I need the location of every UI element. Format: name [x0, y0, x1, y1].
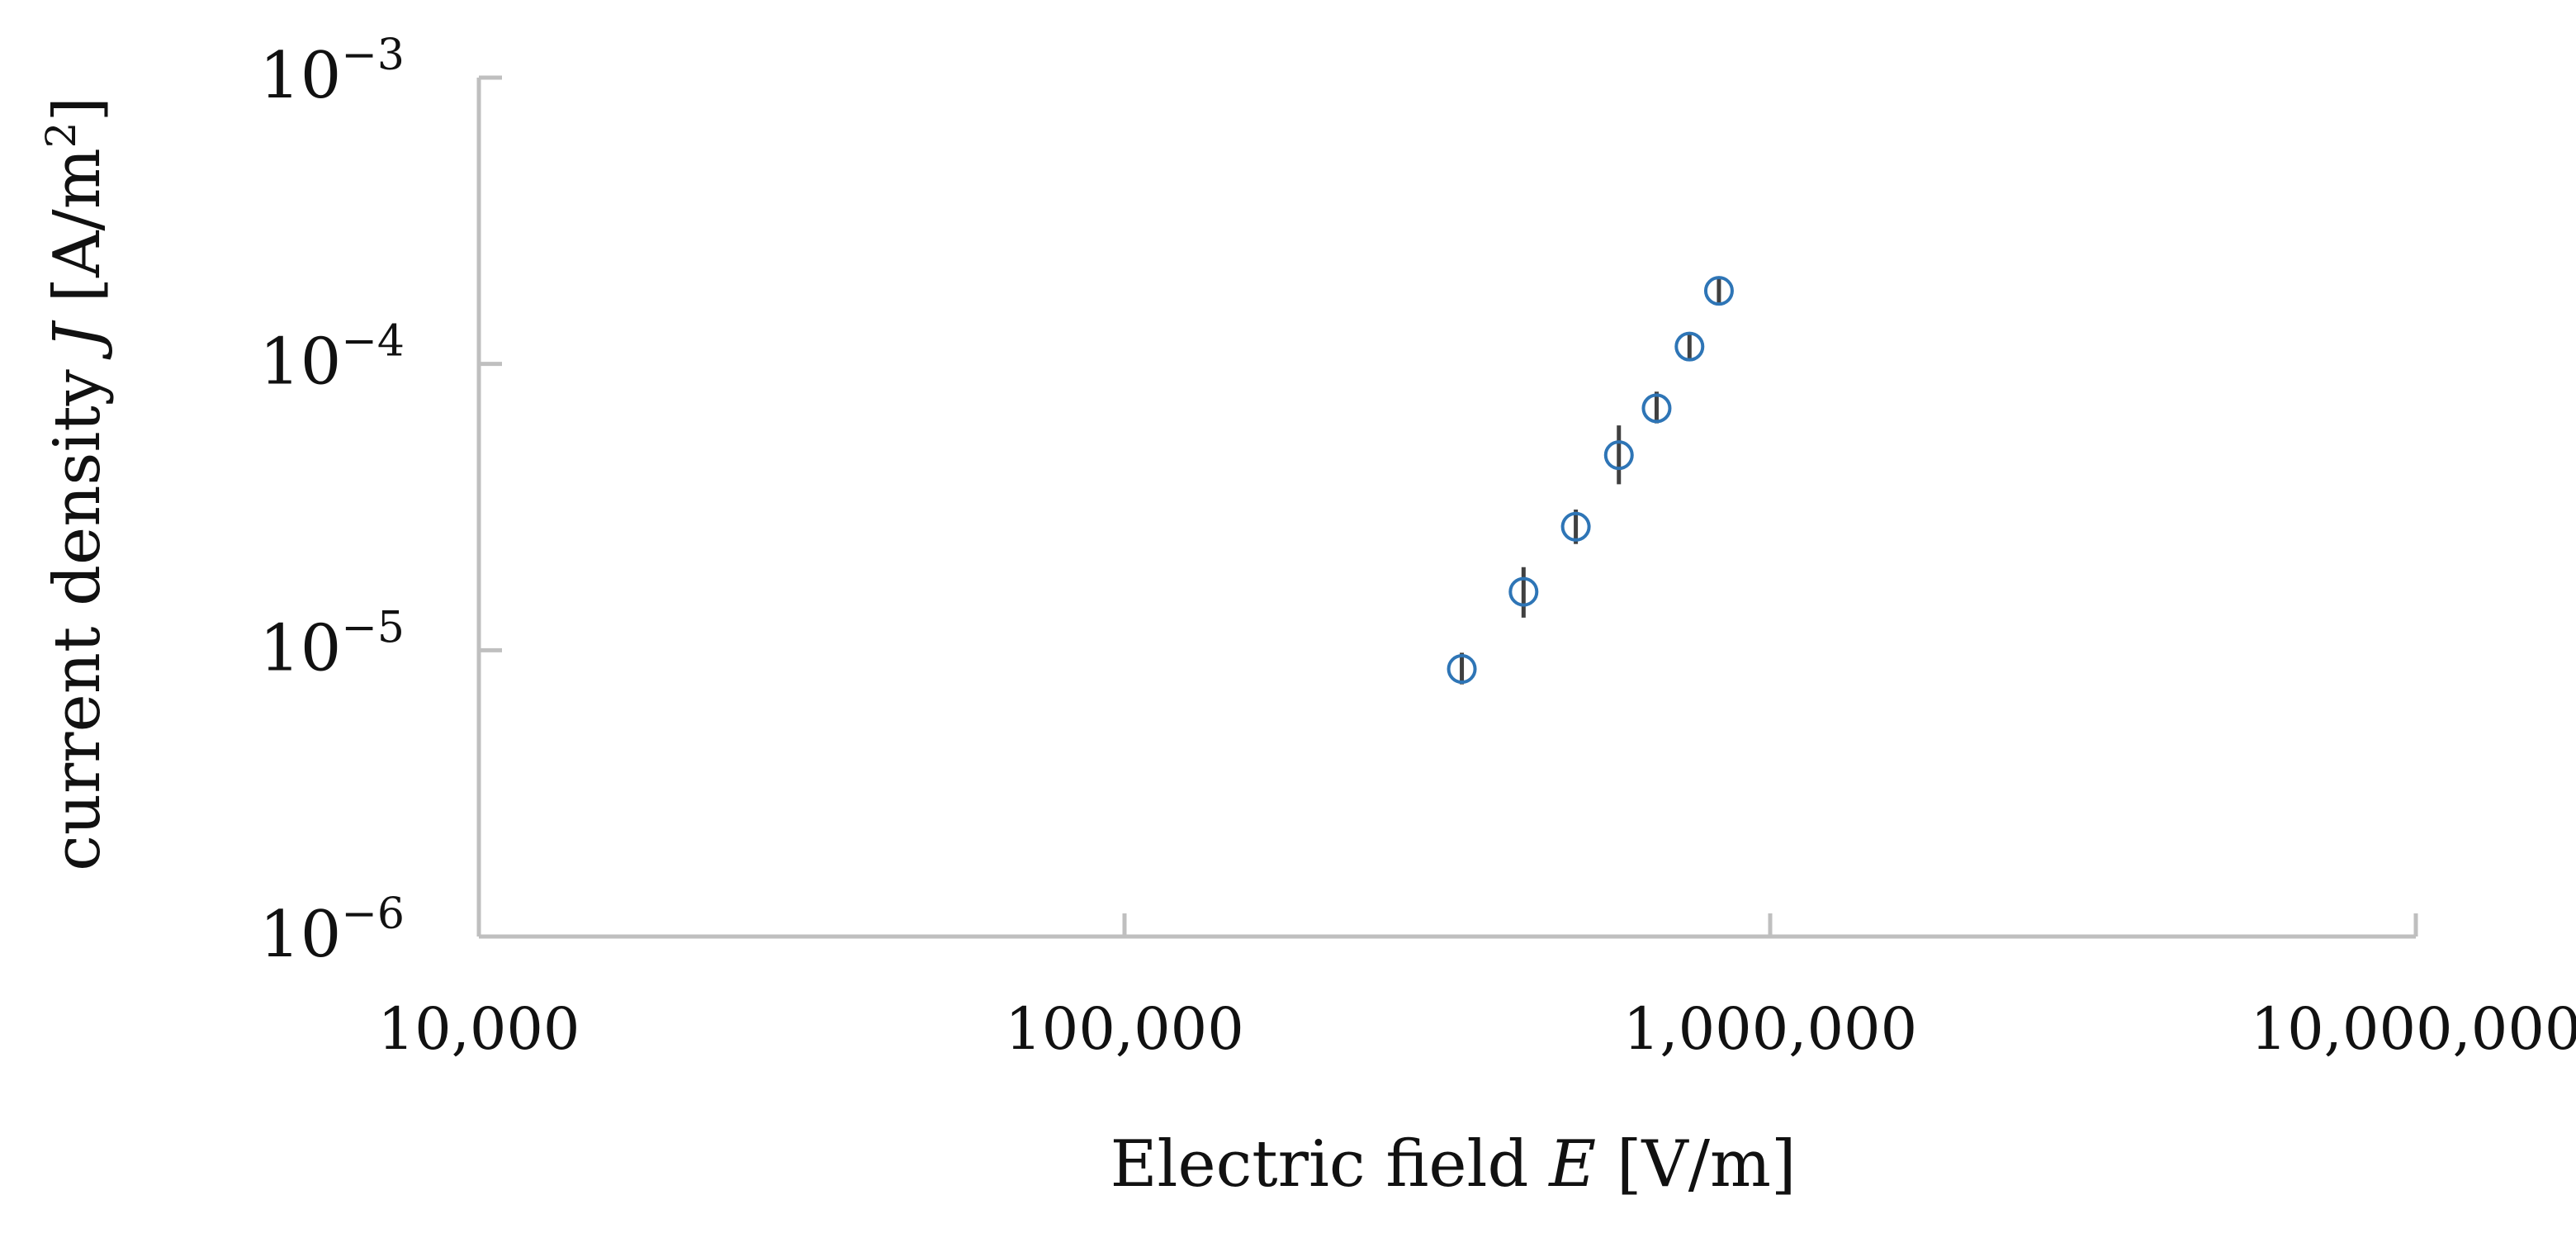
data-point: [1447, 652, 1477, 685]
y-tick-labels: 10−610−510−410−3: [259, 31, 405, 972]
data-point: [1674, 331, 1705, 362]
data-point: [1560, 509, 1591, 544]
y-tick-label-base: 10: [259, 898, 341, 972]
point-marker: [1560, 511, 1591, 542]
y-tick-label-exponent: −5: [341, 603, 405, 652]
y-tick-label-exponent: −6: [341, 889, 405, 939]
point-marker: [1641, 393, 1672, 424]
point-marker: [1603, 440, 1634, 471]
y-tick-label-exponent: −4: [341, 317, 405, 367]
data-point: [1603, 425, 1634, 485]
y-tick-label: 10−6: [259, 889, 405, 972]
data-points: [1447, 276, 1734, 685]
x-tick-label: 10,000: [378, 995, 580, 1063]
data-point: [1703, 276, 1734, 306]
point-marker: [1447, 654, 1477, 685]
y-tick-label-base: 10: [259, 611, 341, 685]
y-tick-label-base: 10: [259, 325, 341, 400]
axes: [476, 75, 2418, 939]
x-tick-label: 100,000: [1005, 995, 1243, 1063]
y-tick-label-base: 10: [259, 39, 341, 113]
point-marker: [1508, 576, 1539, 607]
y-tick-label: 10−5: [259, 603, 405, 685]
y-tick-label-exponent: −3: [341, 31, 405, 80]
data-point: [1508, 567, 1539, 618]
x-axis-title: Electric field E [V/m]: [1110, 1127, 1797, 1202]
y-tick-label: 10−4: [259, 317, 405, 400]
y-axis-title: current density J [A/m2]: [37, 97, 115, 871]
point-marker: [1674, 331, 1705, 362]
x-tick-labels: 10,000 100,000 1,000,000 10,000,000: [378, 995, 2576, 1063]
data-point: [1641, 391, 1672, 424]
x-tick-label: 1,000,000: [1623, 995, 1917, 1063]
x-tick-label: 10,000,000: [2251, 995, 2576, 1063]
point-marker: [1703, 276, 1734, 306]
y-tick-label: 10−3: [259, 31, 405, 113]
